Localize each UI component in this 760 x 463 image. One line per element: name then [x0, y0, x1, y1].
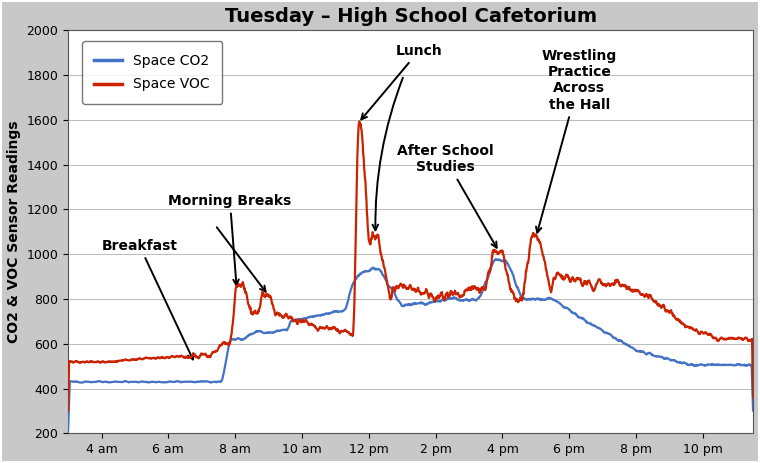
Space VOC — [99, 359, 108, 364]
Legend: Space CO2, Space VOC: Space CO2, Space VOC — [82, 41, 223, 104]
Space CO2 — [64, 427, 73, 432]
Space CO2 — [603, 330, 613, 336]
Text: Morning Breaks: Morning Breaks — [168, 194, 292, 285]
Line: Space CO2: Space CO2 — [68, 259, 753, 430]
Space VOC — [397, 282, 406, 288]
Space CO2 — [749, 408, 758, 413]
Space CO2 — [495, 257, 504, 262]
Space CO2 — [99, 379, 108, 385]
Text: Wrestling
Practice
Across
the Hall: Wrestling Practice Across the Hall — [536, 49, 617, 232]
Space VOC — [355, 119, 364, 124]
Space CO2 — [397, 302, 406, 307]
Title: Tuesday – High School Cafetorium: Tuesday – High School Cafetorium — [224, 7, 597, 26]
Text: Lunch: Lunch — [361, 44, 442, 119]
Space VOC — [729, 335, 738, 341]
Space VOC — [749, 395, 758, 400]
Y-axis label: CO2 & VOC Sensor Readings: CO2 & VOC Sensor Readings — [7, 120, 21, 343]
Space VOC — [64, 408, 73, 414]
Space VOC — [603, 282, 613, 287]
Line: Space VOC: Space VOC — [68, 121, 753, 411]
Text: After School
Studies: After School Studies — [397, 144, 496, 248]
Space VOC — [378, 261, 388, 266]
Space VOC — [729, 336, 738, 342]
Space CO2 — [729, 363, 738, 368]
Space CO2 — [378, 273, 388, 278]
Space CO2 — [729, 363, 738, 368]
Text: Breakfast: Breakfast — [102, 239, 193, 359]
